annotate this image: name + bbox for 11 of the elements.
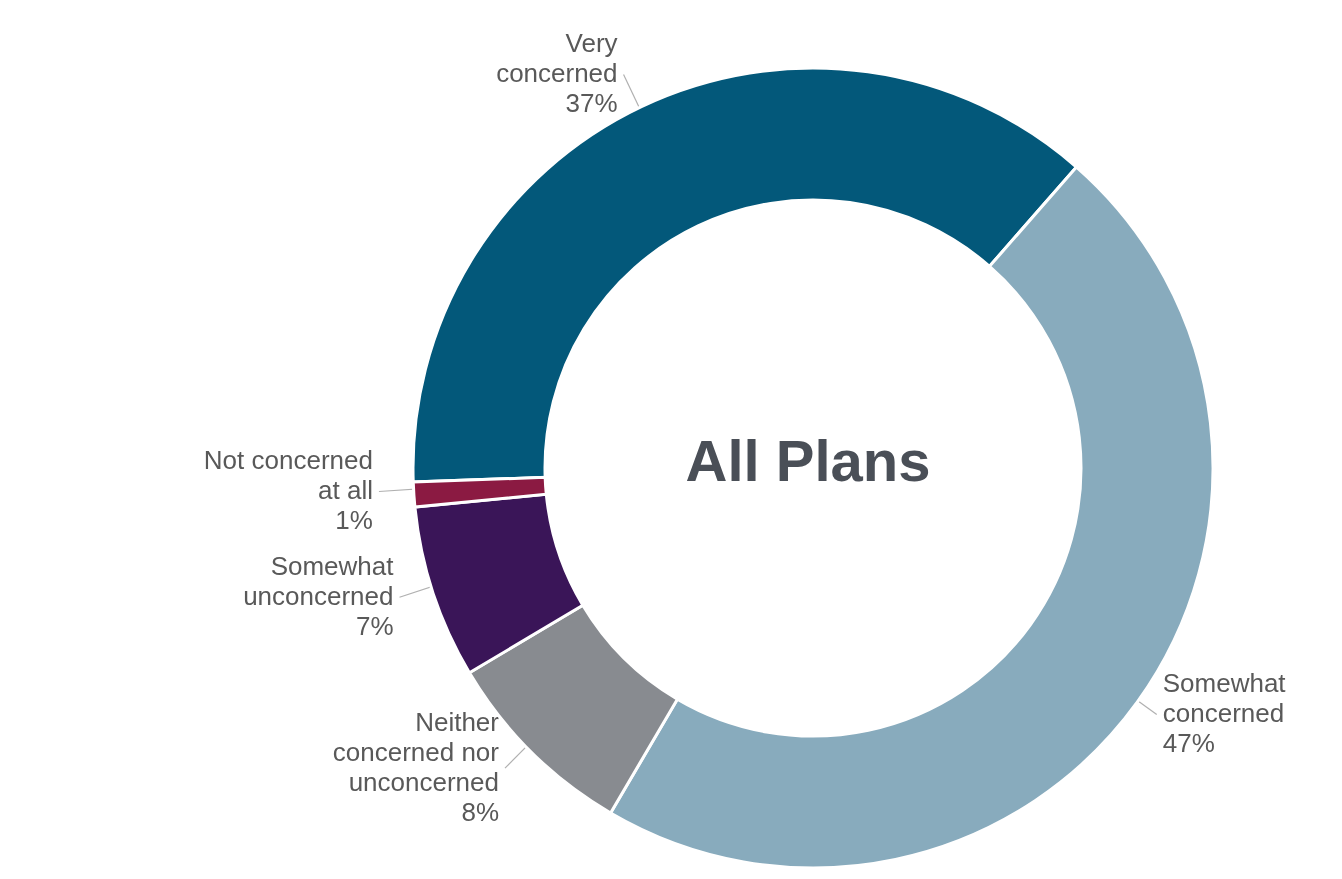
data-label: 37% (565, 88, 618, 119)
slice-label: Somewhat unconcerned (243, 550, 395, 611)
slice-label: Somewhat concerned (1162, 668, 1287, 729)
data-label: 7% (355, 610, 394, 641)
slice-label: Very concerned (496, 28, 618, 89)
data-label: 1% (335, 505, 373, 535)
data-label: 47% (1162, 728, 1215, 759)
slice-label: Not concerned at all (203, 445, 373, 505)
data-label: 8% (461, 796, 500, 827)
slice-label: Neither concerned nor unconcerned (332, 706, 500, 797)
text: All Plans (685, 428, 931, 493)
